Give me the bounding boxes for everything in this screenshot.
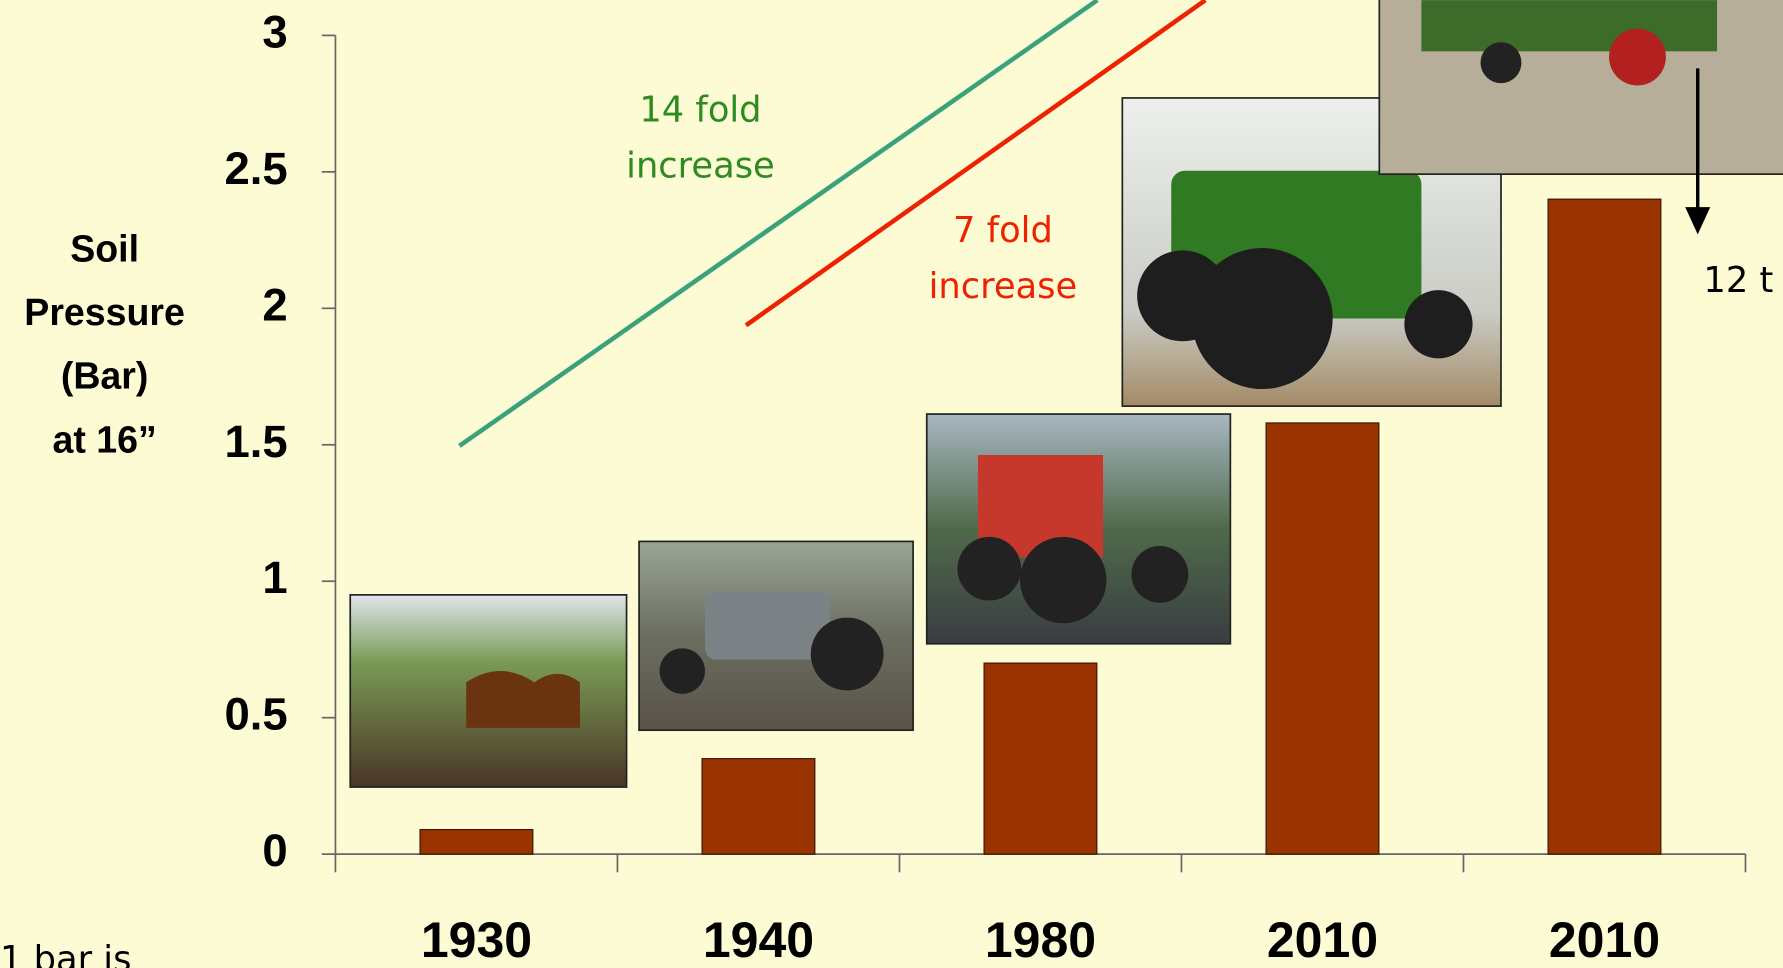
y-tick-label: 1: [262, 552, 287, 603]
annotation: increase: [626, 145, 775, 186]
y-tick-label: 1.5: [224, 416, 287, 467]
trend-line: [744, 0, 1207, 328]
trend-line: [458, 0, 1099, 448]
y-tick-label: 3: [262, 6, 287, 57]
bar: [1547, 198, 1662, 855]
x-tick-label: 2010: [1549, 912, 1660, 968]
bar: [1265, 422, 1380, 855]
y-tick-label: 2: [262, 279, 287, 330]
bar: [701, 758, 816, 855]
annotation: 1 bar is: [0, 939, 131, 968]
x-tick-label: 1980: [985, 912, 1096, 968]
photo: [349, 594, 628, 788]
y-axis-label: Pressure: [24, 291, 185, 333]
photo: [925, 413, 1232, 645]
bar: [983, 662, 1098, 855]
y-axis-label: at 16”: [52, 418, 156, 460]
arrow-head: [1685, 207, 1711, 235]
y-axis-label: Soil: [70, 227, 139, 269]
annotation: 7 fold: [953, 210, 1053, 251]
bar: [419, 829, 534, 855]
x-tick-label: 1930: [421, 912, 532, 968]
annotation: 14 fold: [639, 90, 761, 131]
x-tick-label: 1940: [703, 912, 814, 968]
y-tick-label: 2.5: [224, 143, 287, 194]
y-tick-label: 0: [262, 825, 287, 876]
annotation: 12 t: [1703, 260, 1773, 301]
y-axis-label: (Bar): [61, 355, 149, 397]
y-tick-label: 0.5: [224, 689, 287, 740]
x-tick-label: 2010: [1267, 912, 1378, 968]
annotation: increase: [929, 266, 1078, 307]
photo: [1378, 0, 1783, 175]
photo: [638, 540, 914, 732]
